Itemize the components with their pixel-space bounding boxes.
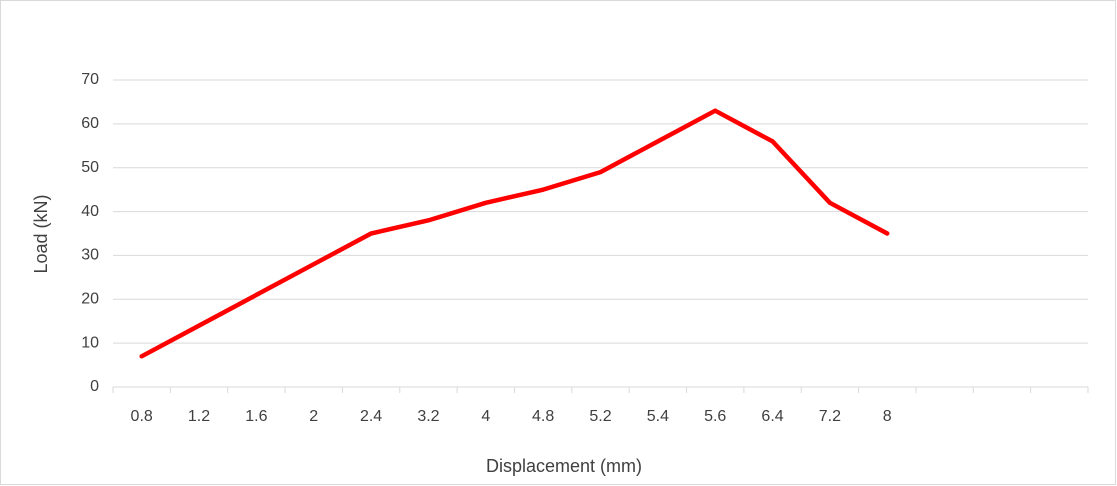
- y-tick-label: 40: [81, 203, 99, 220]
- x-tick-label: 5.4: [647, 408, 669, 425]
- x-tick-label: 7.2: [819, 408, 841, 425]
- y-tick-label: 60: [81, 115, 99, 132]
- y-tick-label: 50: [81, 159, 99, 176]
- x-tick-label: 6.4: [761, 408, 783, 425]
- y-tick-label: 0: [90, 378, 99, 395]
- x-tick-label: 0.8: [131, 408, 153, 425]
- y-tick-label: 30: [81, 247, 99, 264]
- x-tick-label: 4.8: [532, 408, 554, 425]
- x-tick-label: 2.4: [360, 408, 382, 425]
- y-tick-label: 10: [81, 334, 99, 351]
- data-line: [139, 108, 890, 359]
- x-axis-title: Displacement (mm): [486, 456, 642, 476]
- x-tick-label: 3.2: [417, 408, 439, 425]
- x-tick-label: 4: [481, 408, 490, 425]
- x-tick-label: 8: [883, 408, 892, 425]
- y-tick-label: 20: [81, 291, 99, 308]
- y-axis-title: Load (kN): [31, 194, 51, 273]
- x-tick-label: 1.2: [188, 408, 210, 425]
- y-tick-label: 70: [81, 71, 99, 88]
- x-tick-label: 5.2: [589, 408, 611, 425]
- x-tick-label: 1.6: [245, 408, 267, 425]
- x-tick-label: 5.6: [704, 408, 726, 425]
- x-tick-label: 2: [309, 408, 318, 425]
